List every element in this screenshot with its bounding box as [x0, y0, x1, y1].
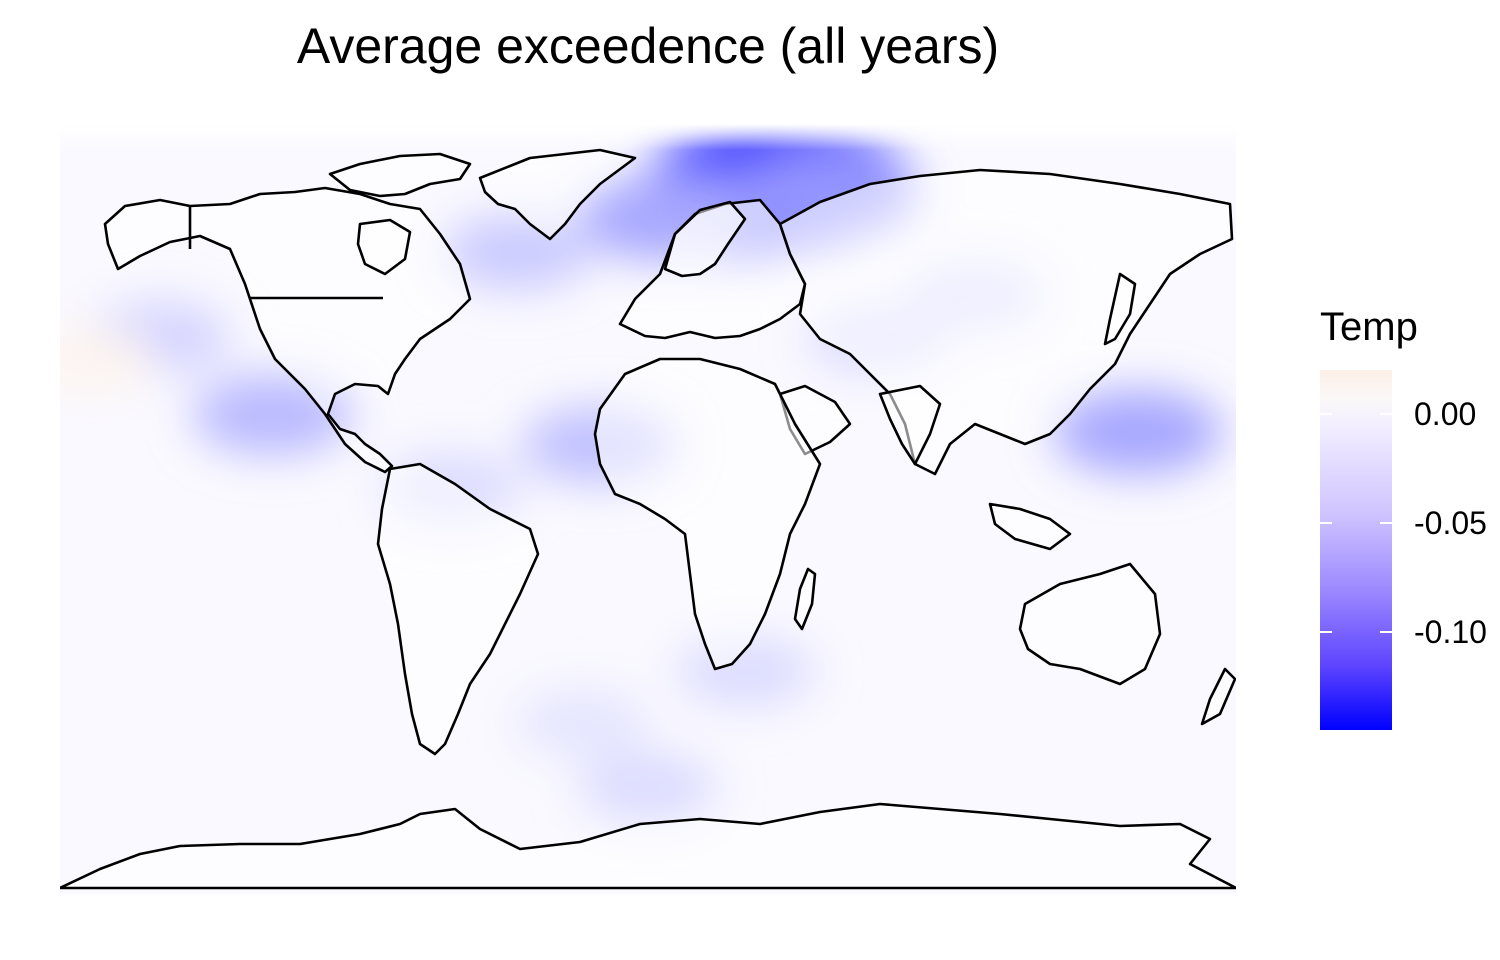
- australia: [1018, 562, 1162, 686]
- top-fade: [60, 124, 1236, 150]
- legend-tick-left: [1320, 630, 1332, 633]
- antarctica: [60, 802, 1236, 890]
- legend-tick-label: -0.10: [1414, 613, 1487, 650]
- new-zealand: [1200, 667, 1236, 726]
- india: [878, 384, 942, 466]
- anomaly-region: [515, 689, 651, 757]
- anomaly-region: [1053, 389, 1223, 475]
- world-map: [60, 124, 1236, 894]
- anomaly-region: [578, 752, 718, 823]
- greenland: [478, 148, 637, 241]
- legend-colorbar: [1320, 370, 1392, 730]
- southeast-asia-islands: [988, 502, 1072, 551]
- anomaly-region: [60, 326, 158, 392]
- legend-tick-right: [1380, 521, 1392, 524]
- hudson-bay: [356, 218, 412, 276]
- japan: [1103, 272, 1137, 346]
- africa: [593, 357, 822, 671]
- canadian-arctic-islands: [328, 152, 472, 198]
- legend-tick-label: 0.00: [1414, 395, 1477, 432]
- legend-tick-right: [1380, 630, 1392, 633]
- legend-title: Temp: [1320, 305, 1418, 349]
- south-america: [376, 462, 540, 756]
- madagascar: [793, 567, 817, 631]
- land-layer: [60, 148, 1236, 890]
- legend-tick-label: -0.05: [1414, 504, 1487, 541]
- map-title: Average exceedence (all years): [296, 18, 1000, 74]
- legend-tick-left: [1320, 412, 1332, 415]
- legend-tick-left: [1320, 521, 1332, 524]
- scandinavia: [663, 200, 747, 278]
- legend-tick-right: [1380, 412, 1392, 415]
